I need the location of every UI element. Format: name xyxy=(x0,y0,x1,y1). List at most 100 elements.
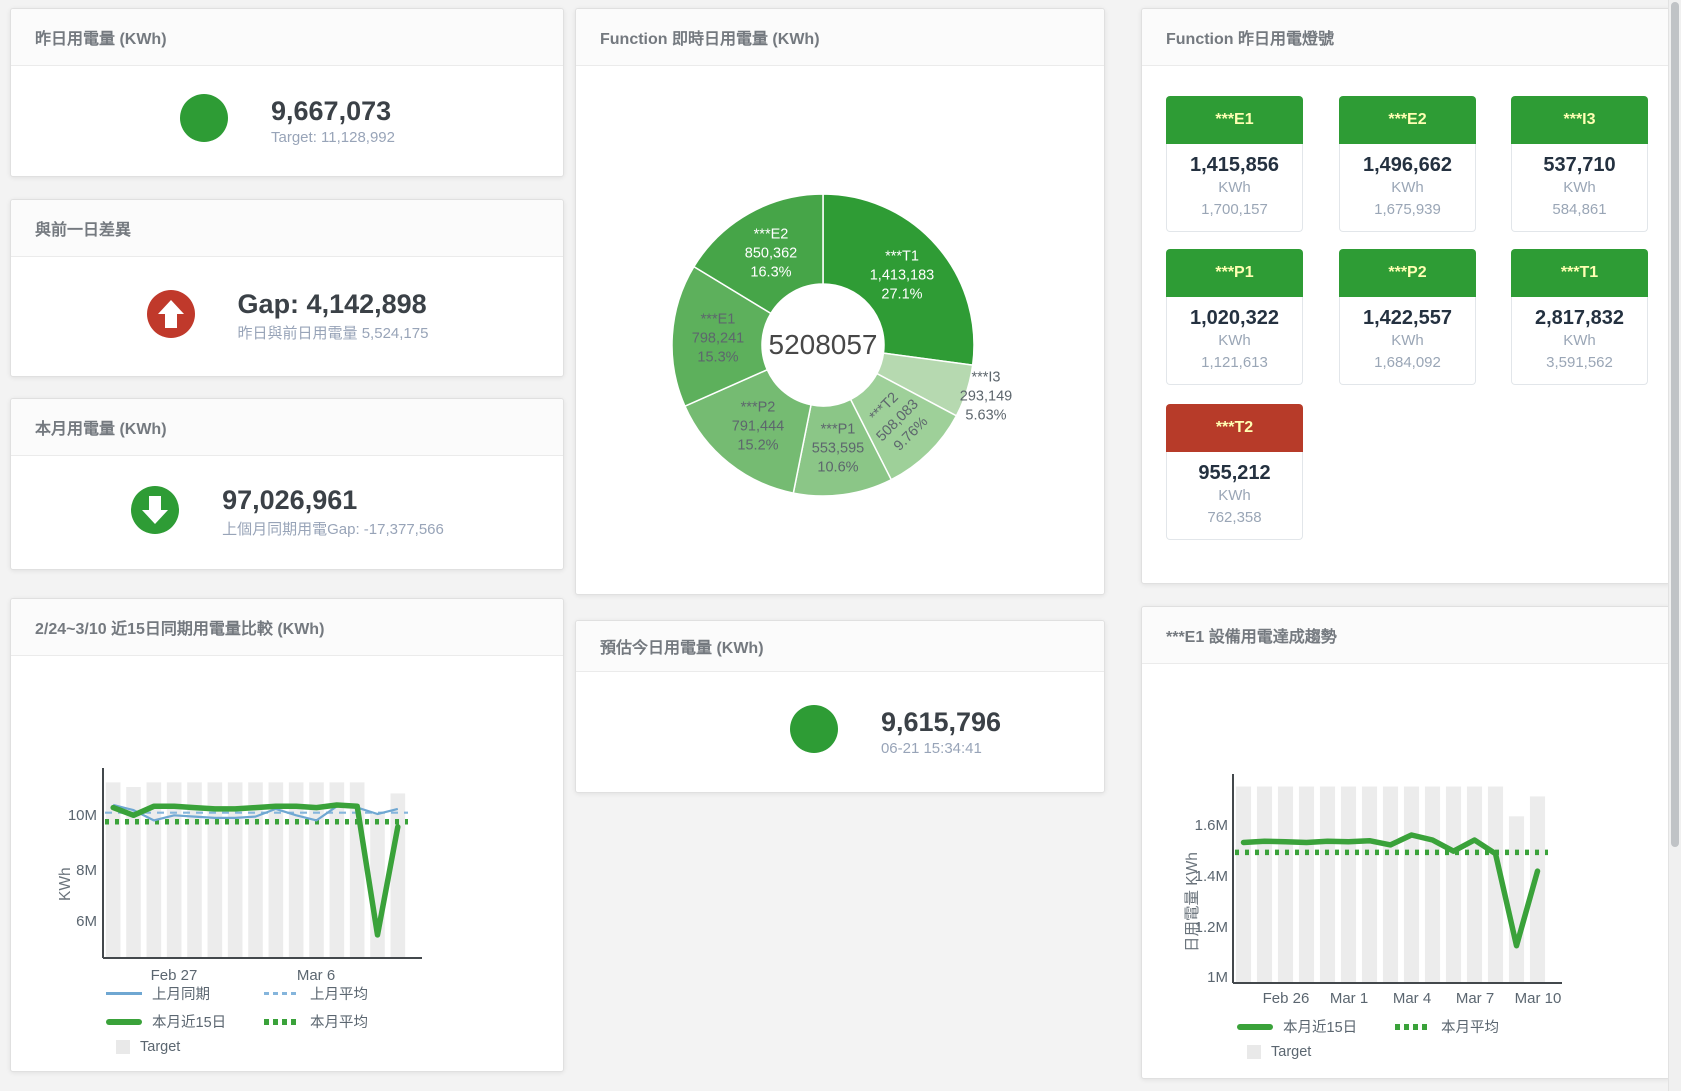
legend-label: 本月近15日 xyxy=(1283,1020,1358,1036)
panel-e1-trend: ***E1 設備用電達成趨勢 日用電量 KWh 1.6M 1.4M 1.2M 1… xyxy=(1141,606,1671,1079)
legend-item[interactable]: Target xyxy=(106,1039,264,1055)
stat-subtitle: Target: 11,128,992 xyxy=(271,128,395,146)
tile-target: 3,591,562 xyxy=(1546,354,1613,371)
tile-target: 584,861 xyxy=(1552,201,1607,218)
x-tick: Mar 1 xyxy=(1329,990,1369,1007)
scrollbar-thumb[interactable] xyxy=(1671,2,1679,847)
panel-yesterday-status: Function 昨日用電燈號 ***E1 1,415,856 KWh 1,700,… xyxy=(1141,8,1671,584)
tile-header: ***P2 xyxy=(1339,249,1476,297)
x-tick: Mar 4 xyxy=(1392,990,1432,1007)
legend-item[interactable]: 上月平均 xyxy=(264,983,368,1004)
tile-target: 1,675,939 xyxy=(1374,201,1441,218)
panel-gap-prev-day: 與前一日差異 Gap: 4,142,898 昨日與前日用電量 5,524,175 xyxy=(10,199,564,377)
tile-header: ***E2 xyxy=(1339,96,1476,144)
status-tile-e2[interactable]: ***E2 1,496,662 KWh 1,675,939 xyxy=(1339,96,1476,232)
tile-value: 1,020,322 xyxy=(1190,307,1279,329)
x-tick: Mar 6 xyxy=(296,967,336,984)
tile-target: 1,684,092 xyxy=(1374,354,1441,371)
y-tick: 6M xyxy=(76,913,97,930)
y-tick: 1M xyxy=(1207,969,1228,986)
legend-item[interactable]: 本月近15日 xyxy=(1237,1016,1395,1037)
thick-line-icon xyxy=(1237,1023,1273,1030)
stat-subtitle: 上個月同期用電Gap: -17,377,566 xyxy=(222,521,444,538)
legend-label: Target xyxy=(140,1039,181,1055)
legend-item[interactable]: 本月平均 xyxy=(1395,1016,1499,1037)
tile-value: 1,415,856 xyxy=(1190,154,1279,176)
donut-label-e1: ***E1 798,241 15.3% xyxy=(691,311,745,366)
status-tile-t1[interactable]: ***T1 2,817,832 KWh 3,591,562 xyxy=(1511,249,1648,385)
status-tile-e1[interactable]: ***E1 1,415,856 KWh 1,700,157 xyxy=(1166,96,1303,232)
tile-unit: KWh xyxy=(1563,179,1596,196)
panel-header[interactable]: 預估今日用電量 (KWh) xyxy=(576,621,1104,672)
legend-label: 上月平均 xyxy=(310,987,368,1003)
tile-value: 1,422,557 xyxy=(1363,307,1452,329)
tile-target: 762,358 xyxy=(1207,509,1262,526)
stat-subtitle: 昨日與前日用電量 5,524,175 xyxy=(237,325,429,342)
panel-body: 9,667,073 Target: 11,128,992 xyxy=(11,65,563,176)
panel-header[interactable]: 與前一日差異 xyxy=(11,200,563,257)
legend-item[interactable]: 本月平均 xyxy=(264,1011,368,1032)
comparison-chart xyxy=(102,768,422,959)
legend-item[interactable]: Target xyxy=(1237,1044,1395,1060)
y-tick: 1.2M xyxy=(1194,919,1228,936)
x-tick: Mar 10 xyxy=(1514,990,1562,1007)
green-arrow-down-icon xyxy=(130,485,180,540)
donut-label-i3: ***I3 293,149 5.63% xyxy=(959,369,1013,424)
donut-label-t1: ***T1 1,413,183 27.1% xyxy=(869,248,935,303)
x-tick: Feb 27 xyxy=(150,967,198,984)
panel-title: Function 昨日用電燈號 xyxy=(1166,31,1334,48)
panel-body: 9,615,796 06-21 15:34:41 xyxy=(576,671,1104,792)
y-tick: 10M xyxy=(67,807,97,824)
donut-chart xyxy=(671,193,975,497)
panel-15day-comparison: 2/24~3/10 近15日同期用電量比較 (KWh) KWh 10M 8M 6… xyxy=(10,598,564,1072)
status-tile-i3[interactable]: ***I3 537,710 KWh 584,861 xyxy=(1511,96,1648,232)
panel-yesterday-usage: 昨日用電量 (KWh) 9,667,073 Target: 11,128,992 xyxy=(10,8,564,177)
tile-header: ***T2 xyxy=(1166,404,1303,452)
solid-line-icon xyxy=(106,992,142,995)
panel-title: ***E1 設備用電達成趨勢 xyxy=(1166,629,1337,646)
tile-unit: KWh xyxy=(1391,179,1424,196)
panel-header[interactable]: Function 即時日用電量 (KWh) xyxy=(576,9,1104,66)
panel-month-usage: 本月用電量 (KWh) 97,026,961 上個月同期用電Gap: -17,3… xyxy=(10,398,564,570)
panel-body: 97,026,961 上個月同期用電Gap: -17,377,566 xyxy=(11,455,563,569)
page-scrollbar[interactable] xyxy=(1668,0,1681,1091)
legend-item[interactable]: 上月同期 xyxy=(106,983,264,1004)
tile-value: 537,710 xyxy=(1543,154,1616,176)
panel-header[interactable]: 本月用電量 (KWh) xyxy=(11,399,563,456)
tile-value: 955,212 xyxy=(1198,462,1271,484)
green-circle-icon xyxy=(789,704,839,759)
status-tile-p2[interactable]: ***P2 1,422,557 KWh 1,684,092 xyxy=(1339,249,1476,385)
tile-header: ***E1 xyxy=(1166,96,1303,144)
tile-header: ***I3 xyxy=(1511,96,1648,144)
legend-item[interactable]: 本月近15日 xyxy=(106,1011,264,1032)
donut-label-e2: ***E2 850,362 16.3% xyxy=(744,226,798,281)
y-tick: 1.4M xyxy=(1194,868,1228,885)
legend-label: 本月平均 xyxy=(310,1015,368,1031)
tile-unit: KWh xyxy=(1391,332,1424,349)
stat-value: 97,026,961 xyxy=(222,485,358,515)
legend-label: 本月平均 xyxy=(1441,1020,1499,1036)
chart-legend: 上月同期 上月平均 本月近15日 本月平均 Target xyxy=(106,983,368,1055)
dashed-line-icon xyxy=(264,992,300,995)
y-tick: 1.6M xyxy=(1194,817,1228,834)
panel-header[interactable]: ***E1 設備用電達成趨勢 xyxy=(1142,607,1670,664)
tile-unit: KWh xyxy=(1218,332,1251,349)
stat-timestamp: 06-21 15:34:41 xyxy=(880,739,982,757)
trend-chart xyxy=(1232,774,1562,984)
donut-label-p2: ***P2 791,444 15.2% xyxy=(731,399,785,454)
donut-center-value: 5208057 xyxy=(768,329,878,360)
tile-header: ***T1 xyxy=(1511,249,1648,297)
panel-title: 預估今日用電量 (KWh) xyxy=(600,640,764,657)
panel-header[interactable]: 2/24~3/10 近15日同期用電量比較 (KWh) xyxy=(11,599,563,656)
target-swatch-icon xyxy=(1247,1045,1261,1059)
thick-line-icon xyxy=(106,1018,142,1025)
status-tile-t2[interactable]: ***T2 955,212 KWh 762,358 xyxy=(1166,404,1303,540)
panel-header[interactable]: Function 昨日用電燈號 xyxy=(1142,9,1670,66)
panel-realtime-donut: Function 即時日用電量 (KWh) 5208057 ***T1 1,413… xyxy=(575,8,1105,595)
legend-label: 本月近15日 xyxy=(152,1015,227,1031)
status-tile-p1[interactable]: ***P1 1,020,322 KWh 1,121,613 xyxy=(1166,249,1303,385)
panel-header[interactable]: 昨日用電量 (KWh) xyxy=(11,9,563,66)
panel-title: Function 即時日用電量 (KWh) xyxy=(600,31,820,48)
tile-target: 1,700,157 xyxy=(1201,201,1268,218)
